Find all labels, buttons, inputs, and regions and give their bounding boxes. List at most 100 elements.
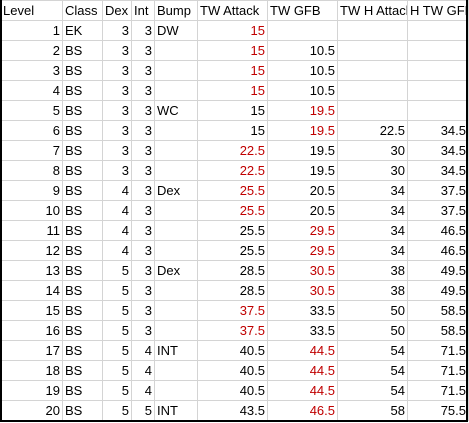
cell-tw-h-attack[interactable]: [337, 80, 408, 101]
cell-tw-gfb[interactable]: 20.5: [267, 180, 338, 201]
cell-level[interactable]: 12: [0, 240, 63, 261]
cell-level[interactable]: 13: [0, 260, 63, 281]
cell-tw-attack[interactable]: 15: [197, 120, 268, 141]
cell-h-tw-gfb[interactable]: 34.5: [407, 120, 469, 141]
header-tw-attack[interactable]: TW Attack: [197, 0, 268, 21]
cell-class[interactable]: BS: [62, 300, 103, 321]
cell-tw-gfb[interactable]: 10.5: [267, 60, 338, 81]
cell-tw-h-attack[interactable]: 54: [337, 360, 408, 381]
cell-tw-gfb[interactable]: 46.5: [267, 400, 338, 421]
cell-tw-h-attack[interactable]: 50: [337, 300, 408, 321]
cell-tw-attack[interactable]: 15: [197, 40, 268, 61]
cell-tw-h-attack[interactable]: [337, 40, 408, 61]
cell-bump[interactable]: [154, 360, 198, 381]
cell-tw-attack[interactable]: 28.5: [197, 280, 268, 301]
cell-h-tw-gfb[interactable]: [407, 20, 469, 41]
cell-level[interactable]: 19: [0, 380, 63, 401]
header-tw-h-attack[interactable]: TW H Attack: [337, 0, 408, 21]
cell-bump[interactable]: [154, 60, 198, 81]
header-bump[interactable]: Bump: [154, 0, 198, 21]
cell-tw-h-attack[interactable]: 38: [337, 280, 408, 301]
cell-tw-h-attack[interactable]: 58: [337, 400, 408, 421]
cell-level[interactable]: 17: [0, 340, 63, 361]
header-h-tw-gfb[interactable]: H TW GFB: [407, 0, 469, 21]
cell-h-tw-gfb[interactable]: 71.5: [407, 360, 469, 381]
cell-class[interactable]: BS: [62, 220, 103, 241]
cell-level[interactable]: 20: [0, 400, 63, 421]
cell-bump[interactable]: [154, 380, 198, 401]
cell-h-tw-gfb[interactable]: 49.5: [407, 260, 469, 281]
cell-bump[interactable]: INT: [154, 340, 198, 361]
cell-h-tw-gfb[interactable]: [407, 40, 469, 61]
cell-tw-h-attack[interactable]: 22.5: [337, 120, 408, 141]
cell-tw-h-attack[interactable]: 50: [337, 320, 408, 341]
cell-dex[interactable]: 3: [102, 140, 132, 161]
cell-dex[interactable]: 5: [102, 380, 132, 401]
cell-class[interactable]: BS: [62, 200, 103, 221]
cell-dex[interactable]: 5: [102, 360, 132, 381]
cell-tw-gfb[interactable]: 33.5: [267, 300, 338, 321]
cell-bump[interactable]: [154, 240, 198, 261]
cell-int[interactable]: 3: [131, 300, 155, 321]
cell-h-tw-gfb[interactable]: 46.5: [407, 220, 469, 241]
cell-int[interactable]: 3: [131, 280, 155, 301]
cell-class[interactable]: BS: [62, 180, 103, 201]
cell-tw-gfb[interactable]: 30.5: [267, 260, 338, 281]
cell-dex[interactable]: 3: [102, 20, 132, 41]
cell-int[interactable]: 3: [131, 40, 155, 61]
cell-level[interactable]: 11: [0, 220, 63, 241]
cell-dex[interactable]: 3: [102, 100, 132, 121]
header-class[interactable]: Class: [62, 0, 103, 21]
cell-tw-gfb[interactable]: 29.5: [267, 220, 338, 241]
cell-dex[interactable]: 5: [102, 340, 132, 361]
cell-dex[interactable]: 4: [102, 220, 132, 241]
cell-dex[interactable]: 3: [102, 80, 132, 101]
cell-tw-attack[interactable]: 15: [197, 60, 268, 81]
cell-bump[interactable]: [154, 40, 198, 61]
cell-dex[interactable]: 4: [102, 200, 132, 221]
cell-level[interactable]: 16: [0, 320, 63, 341]
cell-bump[interactable]: DW: [154, 20, 198, 41]
cell-tw-h-attack[interactable]: 34: [337, 200, 408, 221]
cell-tw-h-attack[interactable]: 34: [337, 220, 408, 241]
cell-tw-gfb[interactable]: 44.5: [267, 380, 338, 401]
cell-dex[interactable]: 5: [102, 260, 132, 281]
cell-tw-attack[interactable]: 25.5: [197, 200, 268, 221]
cell-int[interactable]: 4: [131, 360, 155, 381]
cell-int[interactable]: 3: [131, 120, 155, 141]
cell-tw-gfb[interactable]: 19.5: [267, 120, 338, 141]
cell-int[interactable]: 4: [131, 340, 155, 361]
cell-level[interactable]: 6: [0, 120, 63, 141]
cell-tw-attack[interactable]: 43.5: [197, 400, 268, 421]
cell-tw-h-attack[interactable]: [337, 100, 408, 121]
cell-class[interactable]: BS: [62, 280, 103, 301]
cell-tw-attack[interactable]: 15: [197, 20, 268, 41]
cell-level[interactable]: 4: [0, 80, 63, 101]
cell-int[interactable]: 3: [131, 200, 155, 221]
cell-tw-attack[interactable]: 15: [197, 80, 268, 101]
cell-bump[interactable]: [154, 140, 198, 161]
cell-tw-gfb[interactable]: 19.5: [267, 140, 338, 161]
cell-tw-gfb[interactable]: 29.5: [267, 240, 338, 261]
cell-tw-gfb[interactable]: [267, 20, 338, 41]
cell-level[interactable]: 1: [0, 20, 63, 41]
cell-level[interactable]: 8: [0, 160, 63, 181]
cell-h-tw-gfb[interactable]: 37.5: [407, 180, 469, 201]
cell-level[interactable]: 9: [0, 180, 63, 201]
cell-dex[interactable]: 5: [102, 300, 132, 321]
cell-int[interactable]: 3: [131, 160, 155, 181]
cell-class[interactable]: BS: [62, 60, 103, 81]
cell-class[interactable]: BS: [62, 320, 103, 341]
cell-tw-gfb[interactable]: 10.5: [267, 80, 338, 101]
cell-bump[interactable]: INT: [154, 400, 198, 421]
cell-tw-attack[interactable]: 37.5: [197, 320, 268, 341]
cell-tw-attack[interactable]: 28.5: [197, 260, 268, 281]
cell-bump[interactable]: [154, 80, 198, 101]
cell-int[interactable]: 3: [131, 220, 155, 241]
cell-bump[interactable]: Dex: [154, 260, 198, 281]
cell-tw-h-attack[interactable]: 30: [337, 140, 408, 161]
cell-h-tw-gfb[interactable]: 58.5: [407, 320, 469, 341]
cell-tw-attack[interactable]: 22.5: [197, 140, 268, 161]
cell-tw-attack[interactable]: 22.5: [197, 160, 268, 181]
cell-tw-gfb[interactable]: 10.5: [267, 40, 338, 61]
